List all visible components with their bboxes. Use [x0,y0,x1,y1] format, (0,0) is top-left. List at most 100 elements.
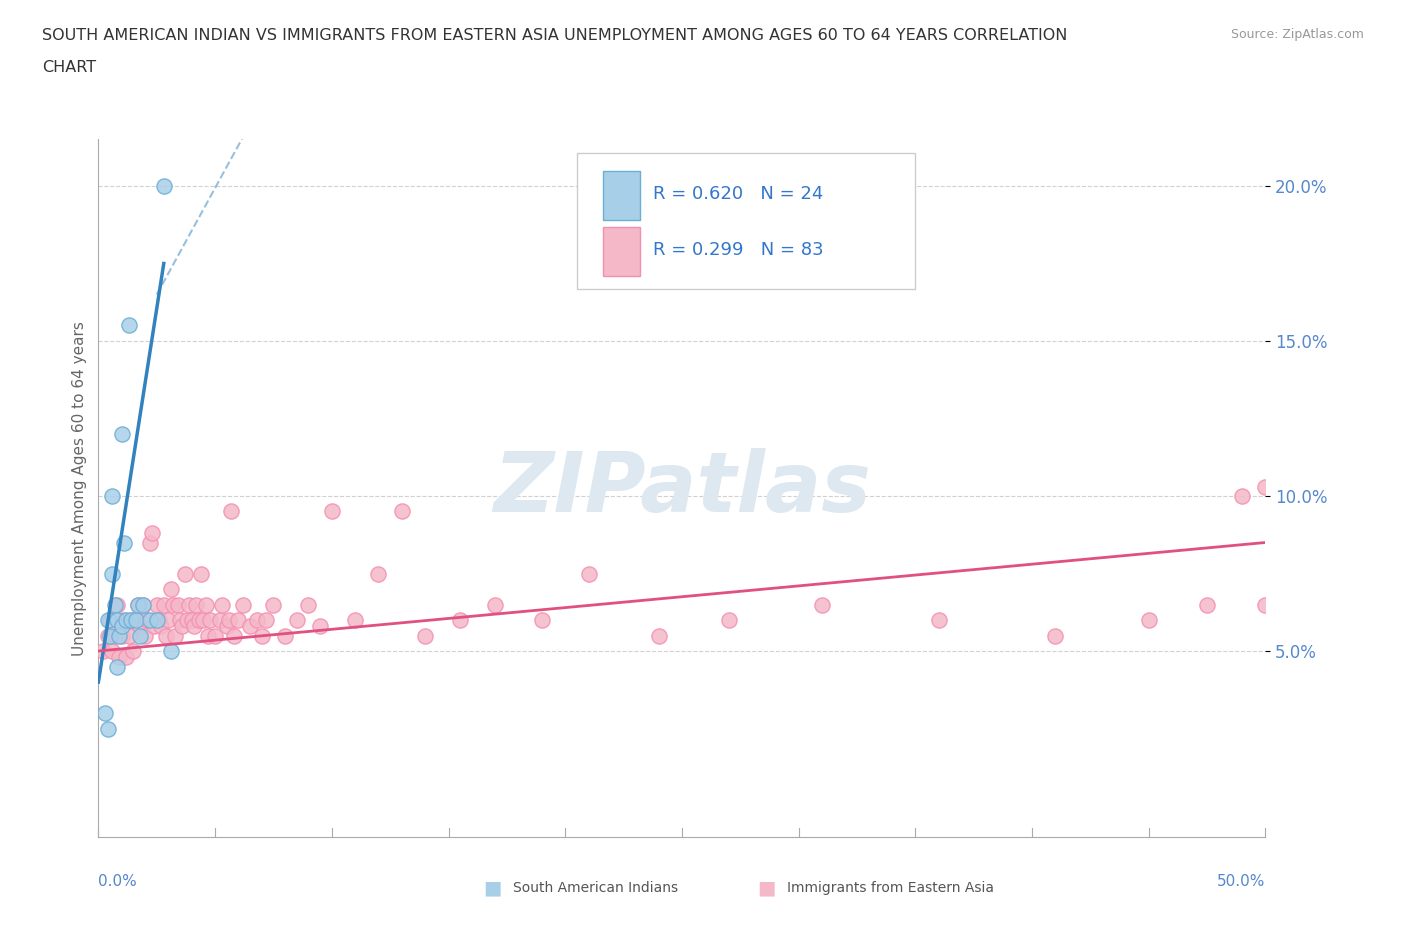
Point [122,644,145,658]
Text: 50.0%: 50.0% [1218,874,1265,889]
Point [162,597,184,612]
Point [297,597,319,612]
Point [928,613,950,628]
Point [104,628,127,643]
Point [127,597,149,612]
Point [141,525,163,540]
Point [97,628,120,643]
Point [108,650,131,665]
Point [344,613,367,628]
Point [367,566,389,581]
Point [176,613,198,628]
Point [132,597,155,612]
Text: ■: ■ [756,879,776,897]
Point [101,566,124,581]
Point [197,628,219,643]
FancyBboxPatch shape [576,153,915,289]
Point [309,618,332,633]
Text: CHART: CHART [42,60,96,75]
Point [143,618,166,633]
Point [104,597,127,612]
Point [159,644,181,658]
Point [647,628,669,643]
Point [262,597,284,612]
Point [208,613,231,628]
Point [578,566,600,581]
Point [173,566,195,581]
Point [155,628,177,643]
Point [139,535,162,550]
Point [204,628,226,643]
Point [105,613,128,628]
Point [391,504,413,519]
Point [1230,488,1253,503]
Point [120,613,142,628]
Point [169,613,191,628]
Point [484,597,506,612]
Point [1137,613,1160,628]
Point [222,628,245,643]
Point [148,613,170,628]
Point [129,618,152,633]
Text: Immigrants from Eastern Asia: Immigrants from Eastern Asia [787,881,994,896]
Point [112,535,135,550]
Point [274,628,297,643]
Point [1254,597,1277,612]
Point [115,650,138,665]
Point [180,613,202,628]
Text: 0.0%: 0.0% [98,874,138,889]
Point [200,613,222,628]
Point [187,613,209,628]
Point [152,179,174,193]
Point [98,628,121,643]
Point [183,618,205,633]
Point [105,659,128,674]
Point [125,613,148,628]
Point [132,597,155,612]
Point [118,318,141,333]
Point [172,618,194,633]
Point [111,427,134,442]
Point [285,613,308,628]
Point [94,706,117,721]
Point [194,597,217,612]
Point [211,597,233,612]
Point [152,597,174,612]
Point [159,581,181,596]
Point [239,618,262,633]
Point [127,597,149,612]
Point [179,597,201,612]
Text: SOUTH AMERICAN INDIAN VS IMMIGRANTS FROM EASTERN ASIA UNEMPLOYMENT AMONG AGES 60: SOUTH AMERICAN INDIAN VS IMMIGRANTS FROM… [42,28,1067,43]
Point [136,613,159,628]
Point [232,597,254,612]
Point [193,613,215,628]
Point [105,597,128,612]
Bar [603,227,640,275]
Text: ZIPatlas: ZIPatlas [494,447,870,529]
Point [1254,479,1277,494]
Point [413,628,436,643]
Text: Source: ZipAtlas.com: Source: ZipAtlas.com [1230,28,1364,41]
Point [150,618,173,633]
Point [165,628,187,643]
Point [129,628,152,643]
Point [530,613,553,628]
Point [111,628,134,643]
Point [101,644,124,658]
Point [215,618,238,633]
Point [125,613,148,628]
Point [256,613,278,628]
Point [146,613,169,628]
Point [139,613,162,628]
Point [112,613,135,628]
Point [97,721,120,736]
Y-axis label: Unemployment Among Ages 60 to 64 years: Unemployment Among Ages 60 to 64 years [72,321,87,656]
Bar [603,171,640,219]
Point [146,597,169,612]
Point [228,613,250,628]
Point [717,613,740,628]
Point [250,628,273,643]
Point [101,488,124,503]
Point [190,566,212,581]
Point [246,613,269,628]
